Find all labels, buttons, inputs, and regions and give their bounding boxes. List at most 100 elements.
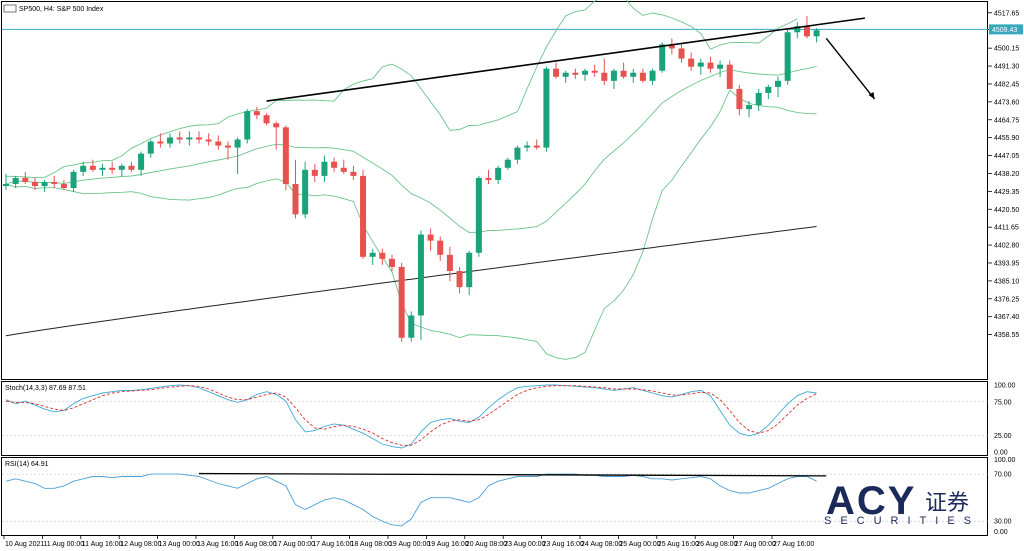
arrow-shaft (825, 37, 876, 100)
arrow-head (868, 92, 875, 100)
candle-body (504, 159, 511, 168)
price-label: 4358.55 (994, 332, 1019, 339)
price-label: 4482.45 (994, 81, 1019, 88)
stoch-level-label: 100.00 (994, 383, 1016, 390)
price-label: 4376.25 (994, 296, 1019, 303)
candle-body (803, 26, 810, 37)
candle-body (427, 234, 434, 241)
main-panel-frame (1, 1, 988, 380)
rsi-line (5, 473, 817, 527)
rsi-panel: 70.00 30.00 100.00 0.00 (2, 457, 1016, 536)
price-label: 4402.80 (994, 243, 1019, 250)
candle-body (466, 252, 473, 288)
candle-body (360, 175, 367, 257)
price-label: 4411.65 (994, 225, 1019, 232)
rsi-level-label: 70.00 (994, 472, 1012, 479)
time-label: 12 Aug 08:00 (120, 541, 161, 548)
candle-body (417, 234, 424, 316)
time-label: 13 Aug 16:00 (197, 541, 238, 548)
candle-body (311, 169, 318, 176)
symbol-icon (3, 4, 17, 13)
time-label: 17 Aug 16:00 (312, 541, 353, 548)
candle-body (331, 161, 338, 168)
candle-body (263, 115, 270, 124)
candle-body (601, 72, 608, 81)
logo-sub: SECURITIES (824, 515, 980, 527)
candle-body (630, 72, 637, 77)
candle-body (659, 44, 666, 71)
candle-body (253, 111, 260, 116)
time-label: 20 Aug 08:00 (466, 541, 507, 548)
stoch-main-line (5, 384, 817, 449)
candle-body (678, 48, 685, 59)
sma-long (5, 226, 817, 337)
candle-body (755, 92, 762, 106)
time-label: 13 Aug 00:00 (159, 541, 200, 548)
candle-body (99, 167, 106, 170)
candle-body (746, 105, 753, 110)
candle-body (138, 153, 145, 170)
current-price-label: 4509.43 (992, 27, 1017, 34)
candle-body (321, 161, 328, 176)
stoch-signal-line (5, 385, 817, 446)
candle-body (12, 177, 19, 184)
rsi-level-label: 30.00 (994, 519, 1012, 526)
candle-body (282, 127, 289, 184)
candle-body (31, 181, 38, 187)
time-label: 19 Aug 00:00 (389, 541, 430, 548)
candle-body (70, 171, 77, 189)
candle-body (350, 171, 357, 176)
price-label: 4420.50 (994, 207, 1019, 214)
candle-body (591, 70, 598, 73)
candle-body (340, 167, 347, 172)
stoch-level-label: 0.00 (994, 450, 1008, 457)
candle-body (610, 70, 617, 81)
candle-body (765, 86, 772, 93)
main-title: SP500, H4: S&P 500 Index (19, 6, 104, 13)
candle-body (446, 254, 453, 271)
candle-body (639, 72, 646, 81)
candle-body (167, 137, 174, 144)
candle-body (273, 123, 280, 128)
stoch-level-label: 25.00 (994, 433, 1012, 440)
candle-body (147, 141, 154, 154)
candle-body (485, 177, 492, 180)
candle-body (186, 137, 193, 140)
candle-body (51, 181, 58, 184)
candle-body (196, 137, 202, 140)
candle-body (234, 139, 241, 148)
price-label: 4517.65 (994, 10, 1019, 17)
candle-body (562, 72, 569, 77)
candle-body (41, 181, 48, 187)
price-label: 4447.05 (994, 153, 1019, 160)
time-label: 10 Aug 2021 (5, 541, 44, 548)
candle-body (437, 240, 444, 255)
candle-body (543, 68, 550, 148)
candle-body (292, 183, 299, 215)
candle-body (224, 145, 231, 148)
candle-body (524, 145, 531, 148)
time-label: 17 Aug 00:00 (274, 541, 315, 548)
price-label: 4429.35 (994, 189, 1019, 196)
candle-body (475, 177, 482, 253)
stoch-panel-frame (1, 381, 988, 456)
candle-body (495, 167, 502, 180)
candle-body (118, 165, 125, 170)
candle-body (649, 70, 656, 81)
time-label: 24 Aug 08:00 (581, 541, 622, 548)
candle-body (794, 26, 801, 33)
candle-body (688, 58, 695, 67)
rsi-trendline (198, 472, 827, 477)
time-label: 23 Aug 00:00 (504, 541, 545, 548)
candle-body (244, 111, 251, 140)
candle-body (707, 62, 714, 69)
stoch-title: Stoch(14,3,3) 87.69 87.51 (5, 385, 86, 392)
rsi-level-label: 0.00 (994, 529, 1008, 536)
time-label: 23 Aug 16:00 (543, 541, 584, 548)
candle-body (302, 169, 309, 215)
time-label: 27 Aug 00:00 (735, 541, 776, 548)
time-label: 11 Aug 00:00 (43, 541, 84, 548)
current-price-box (989, 24, 1023, 35)
time-label: 25 Aug 16:00 (658, 541, 699, 548)
